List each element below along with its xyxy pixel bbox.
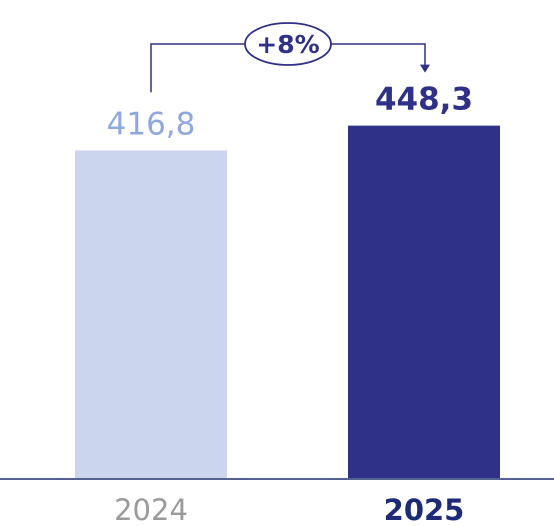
value-label-2024: 416,8	[107, 106, 196, 142]
bar-2024	[75, 150, 227, 478]
bar-2025	[348, 125, 500, 478]
category-label-2025: 2025	[384, 493, 465, 526]
category-label-2024: 2024	[114, 493, 188, 526]
growth-badge	[244, 22, 332, 66]
value-label-2025: 448,3	[375, 82, 473, 118]
growth-arrow-icon	[420, 64, 430, 73]
growth-label: +8%	[256, 30, 319, 59]
